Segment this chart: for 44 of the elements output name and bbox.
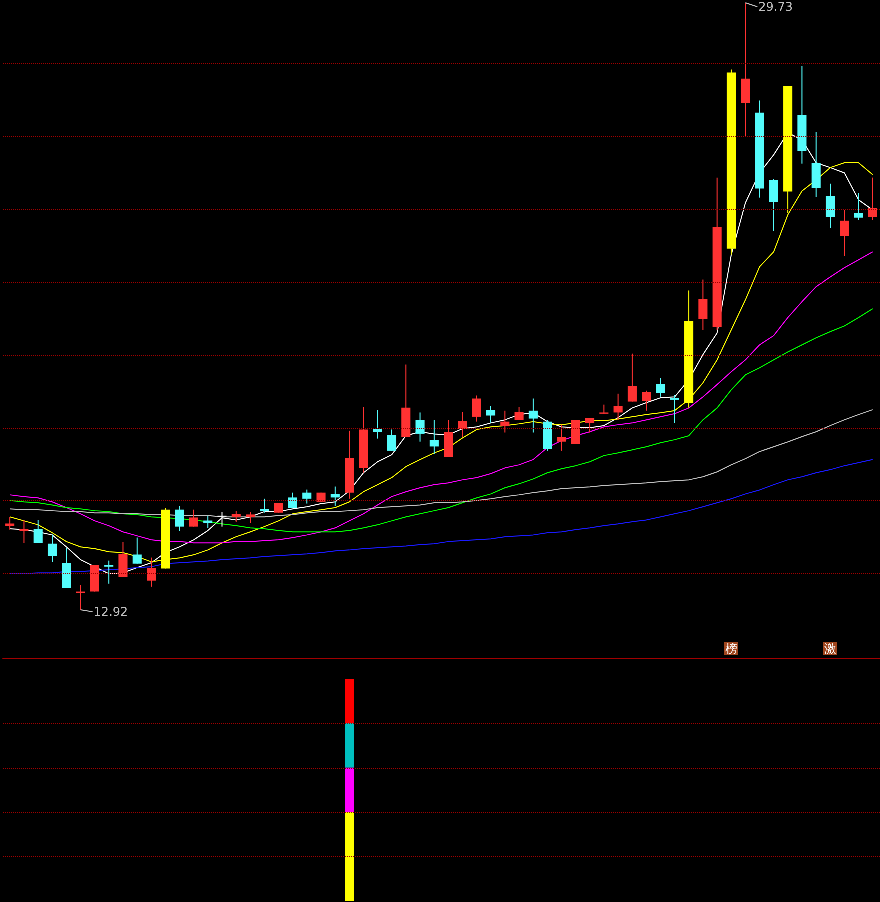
- candlestick: [486, 406, 496, 424]
- candlestick: [500, 410, 510, 434]
- candlestick: [614, 393, 623, 421]
- candlestick: [642, 390, 652, 412]
- candlestick: [868, 177, 878, 221]
- candlestick: [104, 560, 114, 584]
- candlestick: [147, 557, 156, 588]
- candlestick: [330, 486, 340, 507]
- annotation: 29.73: [758, 0, 793, 14]
- candlestick: [826, 183, 836, 229]
- candlestick: [48, 534, 58, 563]
- candlestick: [260, 498, 270, 514]
- text: 激: [824, 642, 836, 656]
- candlestick: [118, 542, 128, 578]
- candlestick: [586, 418, 595, 434]
- candlestick: [175, 506, 184, 532]
- annotation: 12.92: [94, 605, 128, 619]
- candlestick: [458, 412, 468, 438]
- candlestick: [854, 192, 864, 221]
- candlestick: [373, 410, 382, 440]
- candlestick: [698, 279, 708, 331]
- candlestick: [232, 510, 241, 522]
- candlestick: [670, 394, 680, 424]
- candlestick: [218, 512, 227, 528]
- candlestick: [246, 512, 256, 524]
- text: 榜: [725, 642, 738, 656]
- candlestick: [514, 406, 524, 421]
- candlestick: [274, 502, 284, 514]
- candlestick: [528, 398, 538, 434]
- candlestick: [34, 520, 43, 544]
- candlestick: [132, 537, 142, 564]
- candlestick: [302, 489, 312, 504]
- candlestick: [387, 429, 397, 452]
- candlestick: [769, 178, 778, 232]
- candlestick: [189, 509, 198, 528]
- candlestick: [430, 420, 439, 454]
- candlestick: [656, 378, 666, 398]
- candlestick: [472, 395, 482, 422]
- candlestick: [600, 404, 609, 414]
- candlestick: [840, 209, 850, 257]
- candlestick: [557, 424, 566, 452]
- candlestick: [628, 353, 637, 402]
- candlestick: [416, 412, 425, 442]
- candlestick: [288, 492, 298, 509]
